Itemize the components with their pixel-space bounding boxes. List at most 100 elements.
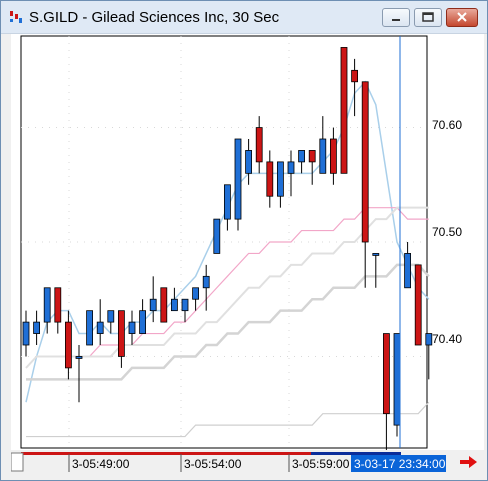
minimize-icon bbox=[392, 19, 400, 21]
candle bbox=[372, 253, 380, 288]
candle-body-down bbox=[160, 287, 168, 323]
candle bbox=[393, 333, 401, 437]
close-button[interactable] bbox=[446, 8, 478, 27]
candle-body-up bbox=[96, 321, 104, 334]
candle-body-up bbox=[287, 161, 295, 174]
candle-body-up bbox=[245, 150, 253, 174]
candle bbox=[118, 310, 125, 368]
time-axis-svg: 3-05:49:00 3-05:54:00 3-05:59:00 3-03-17… bbox=[11, 452, 446, 472]
candle bbox=[96, 299, 104, 345]
candle bbox=[276, 161, 284, 208]
candle-body-down bbox=[329, 138, 337, 174]
candle-body-down bbox=[351, 69, 359, 83]
close-icon bbox=[457, 12, 467, 22]
candle bbox=[361, 81, 369, 288]
candle bbox=[139, 299, 147, 334]
candle bbox=[255, 116, 263, 174]
candle bbox=[234, 138, 242, 231]
candle bbox=[192, 287, 200, 311]
time-axis[interactable]: 3-05:49:00 3-05:54:00 3-05:59:00 3-03-17… bbox=[11, 450, 484, 474]
window-title: S.GILD - Gilead Sciences Inc, 30 Sec bbox=[29, 9, 280, 26]
candle-body-up bbox=[298, 150, 306, 163]
candle bbox=[223, 184, 231, 231]
candle bbox=[287, 150, 295, 197]
candle-body-up bbox=[86, 310, 93, 346]
price-label-70-40: 70.40 bbox=[432, 332, 462, 346]
cursor-time-label: 3-03-17 23:34:00 bbox=[354, 457, 446, 471]
candle-body-up bbox=[43, 287, 51, 323]
candle-body-up bbox=[139, 310, 147, 334]
candle bbox=[319, 116, 327, 174]
candle-body-up bbox=[372, 253, 380, 256]
candle bbox=[404, 242, 412, 289]
candle bbox=[128, 310, 136, 345]
candle bbox=[22, 310, 30, 357]
candle bbox=[213, 218, 221, 254]
candle-body-up bbox=[319, 138, 327, 174]
minimize-button[interactable] bbox=[382, 8, 410, 27]
candle bbox=[33, 310, 41, 345]
ma-line-2 bbox=[25, 206, 429, 369]
cursor-time-badge bbox=[351, 455, 446, 472]
candle-body-up bbox=[425, 333, 433, 346]
candle bbox=[414, 264, 422, 346]
candle bbox=[107, 310, 115, 334]
candle bbox=[43, 287, 51, 334]
candle-body-up bbox=[75, 356, 83, 359]
candle-body-down bbox=[266, 161, 274, 197]
session-bar-blue bbox=[311, 452, 401, 455]
candle-body-down bbox=[308, 150, 316, 163]
candles bbox=[22, 47, 433, 452]
candle bbox=[181, 298, 189, 323]
candle bbox=[298, 150, 306, 174]
ma-line-4 bbox=[26, 401, 430, 438]
maximize-icon bbox=[422, 12, 434, 22]
session-bar-red bbox=[21, 452, 342, 455]
candle-body-up bbox=[276, 161, 284, 197]
candle-body-down bbox=[414, 264, 422, 346]
candle-body-up bbox=[22, 321, 30, 346]
candle-body-down bbox=[382, 333, 390, 415]
candle-body-up bbox=[234, 138, 242, 220]
candle-body-up bbox=[33, 321, 41, 334]
maximize-button[interactable] bbox=[414, 8, 442, 27]
candle-body-down bbox=[361, 81, 369, 243]
candle-body-down bbox=[118, 310, 125, 357]
ma-line-3 bbox=[26, 263, 430, 381]
candle bbox=[340, 47, 348, 174]
time-label-1: 3-05:49:00 bbox=[72, 457, 130, 471]
candle bbox=[202, 264, 210, 311]
candle-body-up bbox=[170, 298, 178, 312]
candle-body-up bbox=[149, 298, 157, 312]
ma-line-1 bbox=[25, 207, 429, 369]
candle-body-up bbox=[128, 321, 136, 334]
scroll-right-button[interactable] bbox=[457, 453, 481, 471]
title-bar[interactable]: S.GILD - Gilead Sciences Inc, 30 Sec bbox=[1, 1, 487, 34]
price-chart[interactable]: 70.60 70.50 70.40 bbox=[11, 34, 484, 452]
candle-body-up bbox=[181, 298, 189, 312]
candle-body-up bbox=[213, 218, 221, 254]
scroll-box[interactable] bbox=[11, 452, 24, 472]
candle-body-up bbox=[404, 253, 412, 289]
candle-body-down bbox=[54, 287, 62, 323]
candle-body-down bbox=[340, 47, 348, 174]
candle bbox=[308, 150, 316, 185]
candle bbox=[149, 276, 157, 323]
candle bbox=[382, 333, 390, 452]
price-label-70-60: 70.60 bbox=[432, 118, 462, 132]
candle bbox=[65, 310, 72, 380]
candle-body-up bbox=[393, 333, 401, 426]
chart-area[interactable]: 70.60 70.50 70.40 bbox=[11, 34, 484, 452]
candle-body-up bbox=[192, 287, 200, 300]
candle bbox=[170, 287, 178, 312]
candle bbox=[86, 310, 93, 346]
red-arrow-right-icon bbox=[460, 456, 477, 468]
candle-body-up bbox=[107, 310, 115, 323]
candlestick-app-icon bbox=[10, 11, 22, 23]
time-label-3: 3-05:59:00 bbox=[292, 457, 350, 471]
price-label-70-50: 70.50 bbox=[432, 225, 462, 239]
candle-body-down bbox=[255, 127, 263, 163]
candle bbox=[329, 127, 337, 185]
candle bbox=[266, 150, 274, 208]
